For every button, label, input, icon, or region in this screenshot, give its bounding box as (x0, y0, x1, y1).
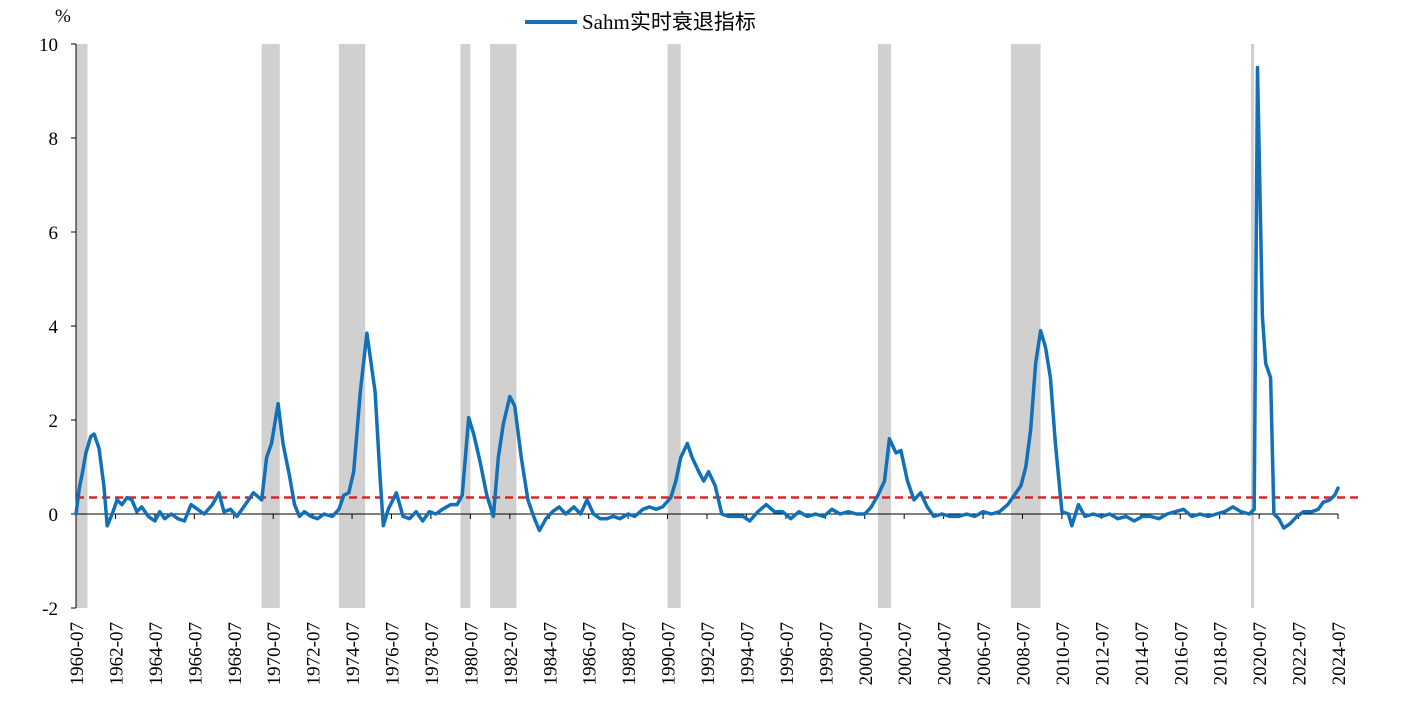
y-tick-label: 6 (49, 223, 59, 244)
x-tick-label: 2016-07 (1171, 622, 1192, 685)
y-tick-label: 8 (49, 129, 59, 150)
axes-layer (71, 43, 1339, 609)
x-tick-label: 1976-07 (383, 622, 404, 685)
x-tick-label: 1970-07 (264, 622, 285, 685)
x-tick-label: 2006-07 (974, 622, 995, 685)
x-tick-label: 1974-07 (343, 622, 364, 685)
x-tick-label: 2008-07 (1014, 622, 1035, 685)
x-tick-label: 1962-07 (106, 622, 127, 685)
x-tick-label: 1998-07 (816, 622, 837, 685)
x-tick-label: 1996-07 (777, 622, 798, 685)
x-tick-label: 1986-07 (580, 622, 601, 685)
x-tick-label: 1992-07 (698, 622, 719, 685)
x-tick-label: 1978-07 (422, 622, 443, 685)
labels-layer: -2 0 2 4 6 8 10 1960-07 1962-07 1964-07 1966-07 196… (39, 35, 1350, 685)
x-tick-label: 1966-07 (185, 622, 206, 685)
x-tick-label: 2022-07 (1290, 622, 1311, 685)
y-tick-label: 4 (49, 317, 59, 338)
legend-label: Sahm实时衰退指标 (582, 10, 756, 34)
x-tick-label: 2014-07 (1132, 622, 1153, 685)
recession-band (261, 44, 280, 608)
x-tick-label: 1960-07 (67, 622, 88, 685)
x-tick-label: 2002-07 (895, 622, 916, 685)
x-tick-label: 1984-07 (540, 622, 561, 685)
recession-band (460, 44, 471, 608)
x-tick-label: 2012-07 (1092, 622, 1113, 685)
y-tick-label: -2 (42, 599, 58, 620)
y-axis-unit-label: % (55, 6, 71, 27)
x-tick-label: 1968-07 (225, 622, 246, 685)
x-tick-label: 2020-07 (1250, 622, 1271, 685)
x-tick-label: 1972-07 (304, 622, 325, 685)
recession-band (490, 44, 517, 608)
recession-band (667, 44, 681, 608)
x-tick-label: 1988-07 (619, 622, 640, 685)
recession-band (76, 44, 88, 608)
x-tick-label: 1964-07 (146, 622, 167, 685)
recession-band (338, 44, 366, 608)
x-tick-label: 2024-07 (1329, 622, 1350, 685)
y-tick-label: 0 (49, 505, 59, 526)
series-layer (74, 65, 1340, 533)
x-tick-label: 2010-07 (1053, 622, 1074, 685)
x-tick-label: 1980-07 (461, 622, 482, 685)
recession-band (1010, 44, 1041, 608)
recession-band (1250, 44, 1255, 608)
y-tick-label: 2 (49, 411, 59, 432)
series-line (74, 65, 1340, 533)
y-tick-label: 10 (39, 35, 58, 56)
x-tick-label: 1982-07 (501, 622, 522, 685)
x-tick-label: 1990-07 (659, 622, 680, 685)
legend: Sahm实时衰退指标 (525, 10, 756, 34)
x-tick-label: 1994-07 (737, 622, 758, 685)
recession-band (877, 44, 892, 608)
x-tick-label: 2018-07 (1211, 622, 1232, 685)
x-tick-label: 2000-07 (856, 622, 877, 685)
recession-shading-layer (76, 44, 1255, 608)
x-tick-label: 2004-07 (935, 622, 956, 685)
